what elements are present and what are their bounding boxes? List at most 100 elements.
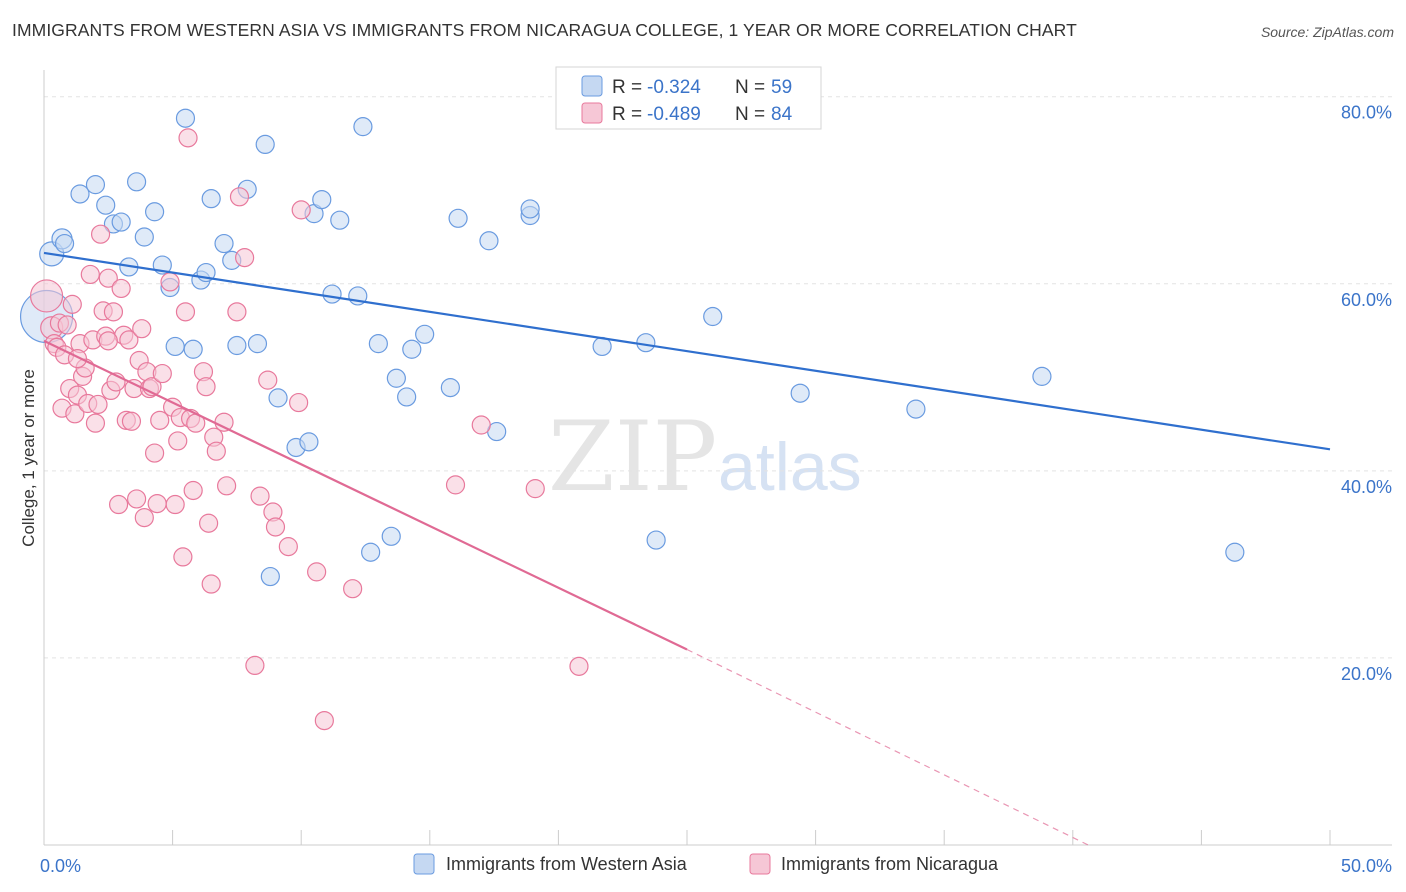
point-nicaragua-65: [229, 187, 250, 207]
y-tick-label-60: 60.0%: [1341, 290, 1392, 310]
point-nicaragua-31: [119, 330, 139, 350]
point-nicaragua-23: [98, 268, 118, 288]
series-legend: Immigrants from Western Asia Immigrants …: [413, 853, 999, 875]
point-western-asia-6: [96, 195, 116, 215]
y-tick-label-80: 80.0%: [1341, 103, 1392, 123]
point-western-asia-52: [646, 530, 666, 550]
point-nicaragua-81: [569, 656, 589, 676]
point-nicaragua-66: [235, 247, 255, 268]
point-nicaragua-9: [62, 294, 82, 314]
y-axis-tick-labels: 20.0% 40.0% 60.0% 80.0%: [1341, 103, 1392, 684]
stats-legend: R = -0.324 N = 59 R = -0.489 N = 84: [555, 66, 822, 130]
point-nicaragua-37: [134, 508, 154, 528]
series-legend-swatch-western-asia: [413, 853, 435, 875]
point-western-asia-55: [906, 399, 926, 419]
point-western-asia-33: [322, 284, 342, 304]
x-axis-ticks: [172, 830, 1331, 845]
point-western-asia-43: [415, 324, 435, 344]
series-legend-swatch-nicaragua: [749, 853, 771, 875]
point-nicaragua-50: [173, 547, 193, 567]
point-western-asia-15: [165, 336, 185, 357]
point-nicaragua-36: [132, 319, 152, 339]
y-axis-label: College, 1 year or more: [19, 369, 38, 547]
watermark: ZIP atlas: [548, 401, 862, 513]
point-nicaragua-83: [67, 349, 88, 369]
point-nicaragua-82: [98, 331, 118, 351]
point-nicaragua-57: [196, 377, 216, 397]
point-western-asia-45: [448, 208, 468, 228]
point-nicaragua-47: [165, 494, 185, 515]
point-western-asia-37: [361, 542, 381, 562]
point-nicaragua-0: [29, 279, 64, 313]
point-nicaragua-27: [108, 494, 129, 515]
point-nicaragua-48: [168, 431, 188, 451]
point-western-asia-11: [134, 227, 154, 247]
point-nicaragua-16: [80, 264, 100, 285]
point-western-asia-10: [126, 172, 147, 192]
point-nicaragua-62: [214, 412, 234, 432]
point-nicaragua-18: [85, 413, 106, 433]
point-western-asia-30: [299, 432, 319, 452]
legend-r-label-0: R =: [612, 77, 642, 98]
point-nicaragua-59: [201, 574, 221, 594]
point-western-asia-23: [227, 335, 247, 356]
point-nicaragua-67: [245, 655, 265, 676]
point-western-asia-44: [440, 378, 460, 398]
point-western-asia-8: [111, 212, 131, 232]
point-nicaragua-71: [265, 517, 286, 537]
point-western-asia-41: [397, 387, 417, 407]
point-western-asia-27: [260, 566, 280, 587]
point-western-asia-34: [330, 210, 350, 230]
series-legend-label-nicaragua: Immigrants from Nicaragua: [781, 854, 999, 874]
point-western-asia-36: [353, 117, 373, 137]
point-nicaragua-41: [144, 443, 165, 463]
point-nicaragua-54: [183, 480, 203, 501]
point-nicaragua-76: [314, 710, 334, 731]
point-western-asia-42: [402, 339, 422, 359]
point-western-asia-39: [381, 526, 401, 546]
point-nicaragua-58: [199, 513, 219, 533]
legend-swatch-western-asia: [581, 75, 603, 97]
trend-lines: [43, 251, 1331, 846]
point-nicaragua-44: [152, 363, 172, 384]
source-label: Source: ZipAtlas.com: [1260, 24, 1394, 40]
point-nicaragua-7: [57, 315, 77, 335]
point-nicaragua-77: [343, 579, 363, 599]
point-nicaragua-42: [147, 493, 167, 514]
point-western-asia-53: [703, 306, 723, 327]
gridlines: [44, 96, 1392, 659]
legend-r-label-1: R =: [612, 104, 642, 125]
point-western-asia-54: [790, 383, 810, 403]
point-nicaragua-78: [445, 475, 466, 495]
point-nicaragua-68: [250, 486, 270, 506]
point-western-asia-25: [247, 334, 268, 354]
legend-swatch-nicaragua: [581, 102, 603, 124]
point-nicaragua-64: [227, 302, 247, 322]
point-nicaragua-19: [88, 394, 108, 415]
point-western-asia-4: [70, 184, 90, 204]
point-western-asia-32: [312, 189, 332, 210]
point-nicaragua-43: [150, 410, 170, 430]
point-nicaragua-20: [90, 224, 111, 244]
legend-n-label-0: N =: [735, 77, 765, 98]
point-western-asia-51: [636, 333, 656, 353]
point-nicaragua-80: [525, 479, 545, 499]
point-western-asia-40: [386, 368, 406, 388]
watermark-atlas: atlas: [718, 429, 862, 505]
legend-n-value-1: 84: [771, 104, 793, 125]
trend-line-western-asia: [43, 251, 1331, 451]
legend-r-value-1: -0.489: [647, 104, 701, 125]
point-nicaragua-10: [65, 404, 85, 424]
legend-n-value-0: 59: [771, 77, 792, 98]
series-legend-label-western-asia: Immigrants from Western Asia: [446, 854, 688, 874]
y-tick-label-20: 20.0%: [1341, 664, 1392, 684]
point-western-asia-20: [201, 189, 221, 209]
point-nicaragua-45: [160, 272, 180, 292]
point-nicaragua-52: [178, 128, 198, 148]
legend-n-label-1: N =: [735, 104, 765, 125]
point-western-asia-28: [268, 388, 288, 408]
point-nicaragua-61: [206, 441, 226, 461]
point-western-asia-57: [1225, 542, 1245, 562]
legend-r-value-0: -0.324: [647, 77, 701, 98]
